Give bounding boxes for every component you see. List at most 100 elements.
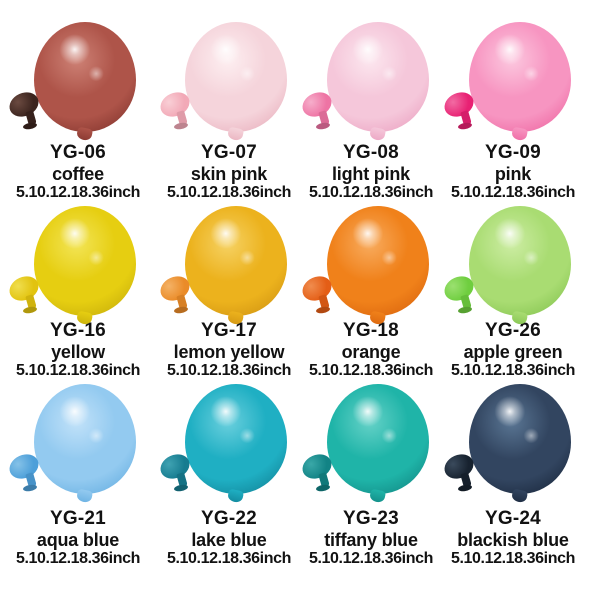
product-caption: YG-21 aqua blue 5.10.12.18.36inch bbox=[16, 508, 140, 568]
product-caption: YG-16 yellow 5.10.12.18.36inch bbox=[16, 320, 140, 380]
balloon-photo bbox=[298, 202, 441, 318]
size-list: 5.10.12.18.36inch bbox=[16, 550, 140, 567]
product-code: YG-18 bbox=[343, 320, 399, 341]
product-cell: YG-22 lake blue 5.10.12.18.36inch bbox=[156, 380, 302, 570]
size-list: 5.10.12.18.36inch bbox=[309, 362, 433, 379]
color-name: apple green bbox=[463, 342, 563, 362]
balloon-icon bbox=[469, 206, 571, 316]
product-caption: YG-26 apple green 5.10.12.18.36inch bbox=[451, 320, 575, 380]
color-name: pink bbox=[494, 164, 532, 184]
balloon-photo bbox=[298, 380, 441, 506]
mini-balloon-head bbox=[156, 87, 194, 122]
product-caption: YG-07 skin pink 5.10.12.18.36inch bbox=[167, 142, 291, 202]
size-list: 5.10.12.18.36inch bbox=[309, 184, 433, 201]
balloon-icon bbox=[469, 384, 571, 494]
size-list: 5.10.12.18.36inch bbox=[451, 550, 575, 567]
size-list: 5.10.12.18.36inch bbox=[16, 362, 140, 379]
product-cell: YG-06 coffee 5.10.12.18.36inch bbox=[0, 18, 156, 202]
mini-balloon-head bbox=[156, 271, 194, 306]
product-code: YG-08 bbox=[343, 142, 399, 163]
mini-balloon-icon bbox=[440, 87, 485, 138]
size-list: 5.10.12.18.36inch bbox=[451, 362, 575, 379]
balloon-icon bbox=[34, 384, 136, 494]
mini-balloon-head bbox=[440, 271, 478, 306]
color-name: aqua blue bbox=[36, 530, 120, 550]
size-list: 5.10.12.18.36inch bbox=[167, 184, 291, 201]
balloon-photo bbox=[5, 202, 148, 318]
product-grid: YG-06 coffee 5.10.12.18.36inch YG-07 ski… bbox=[0, 0, 600, 570]
mini-balloon-lip bbox=[315, 121, 331, 131]
product-cell: YG-07 skin pink 5.10.12.18.36inch bbox=[156, 18, 302, 202]
product-cell: YG-08 light pink 5.10.12.18.36inch bbox=[298, 18, 441, 202]
color-name: lemon yellow bbox=[173, 342, 285, 362]
balloon-photo bbox=[440, 202, 583, 318]
product-cell: YG-26 apple green 5.10.12.18.36inch bbox=[440, 202, 586, 380]
balloon-icon bbox=[469, 22, 571, 132]
size-list: 5.10.12.18.36inch bbox=[451, 184, 575, 201]
mini-balloon-lip bbox=[173, 121, 189, 131]
product-cell: YG-23 tiffany blue 5.10.12.18.36inch bbox=[298, 380, 441, 570]
product-code: YG-24 bbox=[485, 508, 541, 529]
product-caption: YG-24 blackish blue 5.10.12.18.36inch bbox=[451, 508, 575, 568]
product-caption: YG-09 pink 5.10.12.18.36inch bbox=[451, 142, 575, 202]
product-cell: YG-09 pink 5.10.12.18.36inch bbox=[440, 18, 586, 202]
mini-balloon-icon bbox=[156, 449, 201, 500]
size-list: 5.10.12.18.36inch bbox=[167, 362, 291, 379]
mini-balloon-lip bbox=[22, 305, 38, 315]
mini-balloon-lip bbox=[22, 483, 38, 493]
mini-balloon-lip bbox=[173, 305, 189, 315]
product-caption: YG-17 lemon yellow 5.10.12.18.36inch bbox=[167, 320, 291, 380]
color-name: tiffany blue bbox=[324, 530, 418, 550]
mini-balloon-head bbox=[5, 87, 43, 122]
product-code: YG-22 bbox=[201, 508, 257, 529]
product-caption: YG-23 tiffany blue 5.10.12.18.36inch bbox=[309, 508, 433, 568]
mini-balloon-head bbox=[156, 449, 194, 484]
color-name: skin pink bbox=[190, 164, 268, 184]
mini-balloon-lip bbox=[457, 483, 473, 493]
balloon-icon bbox=[34, 206, 136, 316]
mini-balloon-lip bbox=[457, 305, 473, 315]
mini-balloon-icon bbox=[156, 271, 201, 322]
balloon-icon bbox=[34, 22, 136, 132]
mini-balloon-head bbox=[298, 271, 336, 306]
mini-balloon-head bbox=[298, 449, 336, 484]
product-code: YG-23 bbox=[343, 508, 399, 529]
mini-balloon-head bbox=[440, 87, 478, 122]
balloon-icon bbox=[185, 22, 287, 132]
product-code: YG-17 bbox=[201, 320, 257, 341]
mini-balloon-head bbox=[5, 271, 43, 306]
mini-balloon-lip bbox=[315, 305, 331, 315]
product-cell: YG-24 blackish blue 5.10.12.18.36inch bbox=[440, 380, 586, 570]
product-cell: YG-21 aqua blue 5.10.12.18.36inch bbox=[0, 380, 156, 570]
balloon-photo bbox=[156, 18, 299, 140]
size-list: 5.10.12.18.36inch bbox=[167, 550, 291, 567]
mini-balloon-head bbox=[5, 449, 43, 484]
product-code: YG-07 bbox=[201, 142, 257, 163]
mini-balloon-lip bbox=[173, 483, 189, 493]
mini-balloon-lip bbox=[315, 483, 331, 493]
balloon-photo bbox=[440, 18, 583, 140]
mini-balloon-icon bbox=[5, 271, 50, 322]
color-name: yellow bbox=[51, 342, 105, 362]
mini-balloon-head bbox=[298, 87, 336, 122]
product-caption: YG-08 light pink 5.10.12.18.36inch bbox=[309, 142, 433, 202]
product-caption: YG-18 orange 5.10.12.18.36inch bbox=[309, 320, 433, 380]
balloon-photo bbox=[5, 380, 148, 506]
product-code: YG-26 bbox=[485, 320, 541, 341]
color-name: lake blue bbox=[191, 530, 267, 550]
mini-balloon-icon bbox=[440, 271, 485, 322]
balloon-icon bbox=[185, 206, 287, 316]
color-name: blackish blue bbox=[457, 530, 569, 550]
mini-balloon-icon bbox=[156, 87, 201, 138]
balloon-icon bbox=[185, 384, 287, 494]
mini-balloon-head bbox=[440, 449, 478, 484]
balloon-photo bbox=[156, 202, 299, 318]
color-name: orange bbox=[341, 342, 401, 362]
mini-balloon-icon bbox=[298, 271, 343, 322]
mini-balloon-lip bbox=[457, 121, 473, 131]
balloon-photo bbox=[298, 18, 441, 140]
balloon-icon bbox=[327, 22, 429, 132]
balloon-icon bbox=[327, 384, 429, 494]
color-name: coffee bbox=[52, 164, 104, 184]
